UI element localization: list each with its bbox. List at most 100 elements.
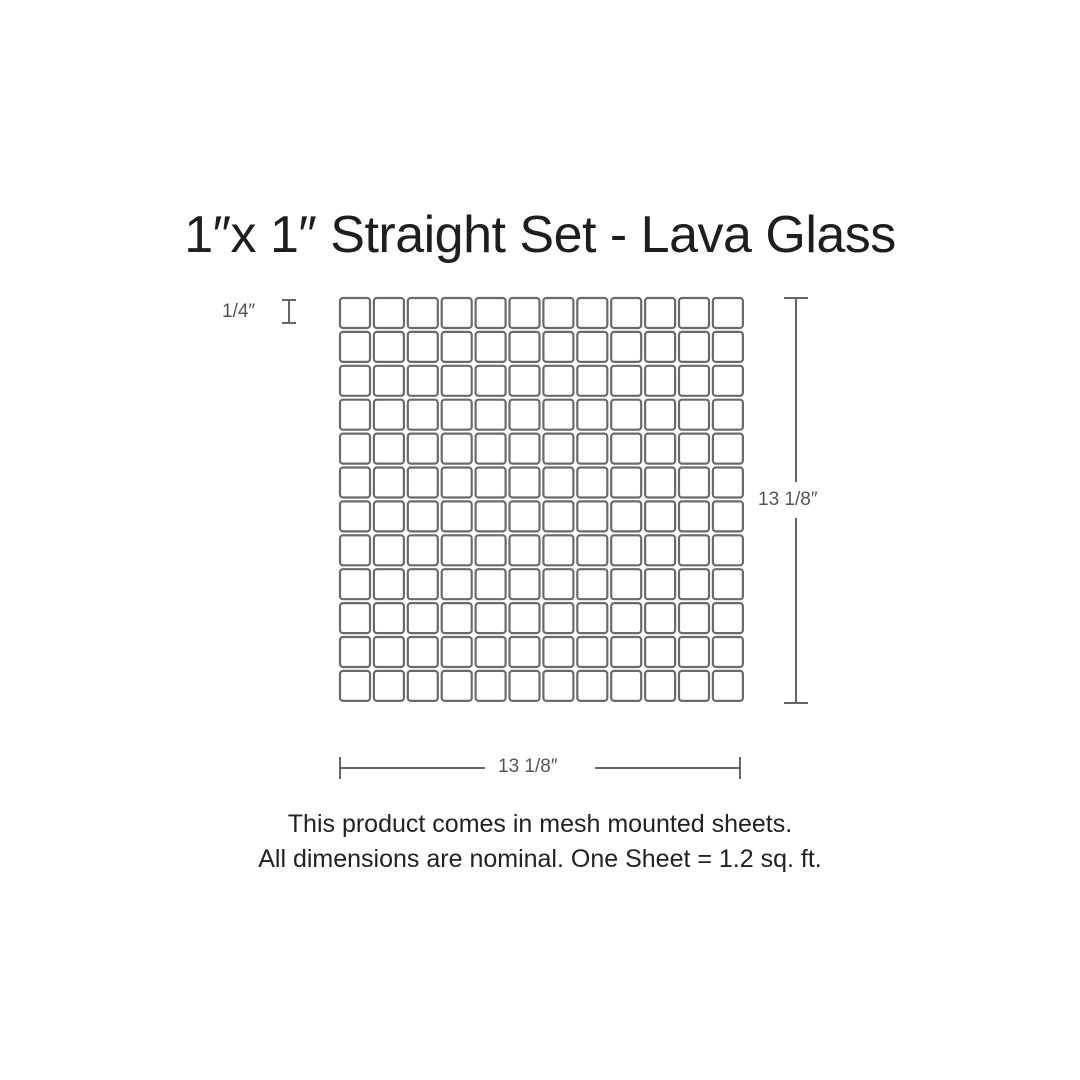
tile: [610, 330, 643, 363]
tile: [576, 669, 609, 703]
tile: [440, 635, 473, 669]
tile: [440, 466, 473, 499]
tile: [372, 568, 405, 601]
height-dimension-line: [784, 297, 808, 704]
tile: [372, 398, 405, 431]
tile: [406, 296, 439, 330]
tile: [372, 432, 405, 465]
tile: [610, 466, 643, 499]
tile: [372, 296, 405, 330]
note-line-1: This product comes in mesh mounted sheet…: [287, 810, 793, 838]
tile: [643, 568, 677, 601]
tile: [576, 500, 609, 533]
tile: [474, 466, 507, 499]
tile: [643, 635, 677, 669]
tile: [474, 296, 507, 330]
width-dimension-line: [339, 757, 741, 779]
tile: [338, 534, 372, 567]
note-line-2: All dimensions are nominal. One Sheet = …: [258, 845, 822, 873]
tile: [610, 500, 643, 533]
tile: [576, 635, 609, 669]
tile: [610, 635, 643, 669]
tile: [711, 398, 745, 431]
tile: [643, 669, 677, 703]
tile: [542, 398, 575, 431]
tile: [508, 296, 541, 330]
tile: [508, 398, 541, 431]
tile: [542, 534, 575, 567]
tile: [338, 432, 372, 465]
tile: [576, 432, 609, 465]
tile: [711, 330, 745, 363]
tile: [576, 534, 609, 567]
tile: [338, 398, 372, 431]
tile: [542, 466, 575, 499]
tile: [677, 296, 711, 330]
tile: [440, 500, 473, 533]
tile: [711, 432, 745, 465]
tile: [542, 568, 575, 601]
grout-width-label: 1/4″: [222, 301, 256, 322]
tile: [406, 398, 439, 431]
tile: [338, 330, 372, 363]
tile: [643, 500, 677, 533]
tile: [372, 466, 405, 499]
tile: [711, 296, 745, 330]
tile: [643, 466, 677, 499]
tile: [474, 500, 507, 533]
tile: [372, 635, 405, 669]
tile: [610, 296, 643, 330]
tile: [677, 635, 711, 669]
tile: [677, 398, 711, 431]
tile: [542, 601, 575, 635]
tile: [406, 568, 439, 601]
tile: [440, 432, 473, 465]
page-title: 1″x 1″ Straight Set - Lava Glass: [184, 206, 896, 264]
tile: [440, 669, 473, 703]
tile: [372, 669, 405, 703]
tile: [610, 398, 643, 431]
tile: [677, 500, 711, 533]
tile: [711, 466, 745, 499]
tile: [440, 534, 473, 567]
tile: [711, 534, 745, 567]
tile: [610, 568, 643, 601]
tile: [372, 601, 405, 635]
sheet-width-label: 13 1/8″: [498, 756, 558, 777]
tile: [508, 330, 541, 363]
tile: [542, 364, 575, 397]
tile: [576, 601, 609, 635]
tile: [542, 669, 575, 703]
tile: [474, 330, 507, 363]
tile: [338, 669, 372, 703]
tile: [542, 635, 575, 669]
tile: [643, 364, 677, 397]
tile: [440, 601, 473, 635]
tile: [711, 669, 745, 703]
tile: [576, 466, 609, 499]
tile: [440, 296, 473, 330]
tile: [576, 568, 609, 601]
tile: [474, 432, 507, 465]
tile: [406, 534, 439, 567]
tile: [508, 601, 541, 635]
tile: [711, 500, 745, 533]
tile: [338, 296, 372, 330]
tile: [576, 398, 609, 431]
tile: [406, 635, 439, 669]
tile: [474, 669, 507, 703]
tile: [338, 601, 372, 635]
tile: [643, 432, 677, 465]
tile: [576, 296, 609, 330]
tile: [542, 432, 575, 465]
tile: [677, 601, 711, 635]
tile: [406, 601, 439, 635]
tile: [610, 432, 643, 465]
tile: [508, 635, 541, 669]
tile: [542, 296, 575, 330]
tile: [440, 568, 473, 601]
tile: [643, 601, 677, 635]
tile: [406, 364, 439, 397]
tile: [677, 669, 711, 703]
tile: [508, 669, 541, 703]
